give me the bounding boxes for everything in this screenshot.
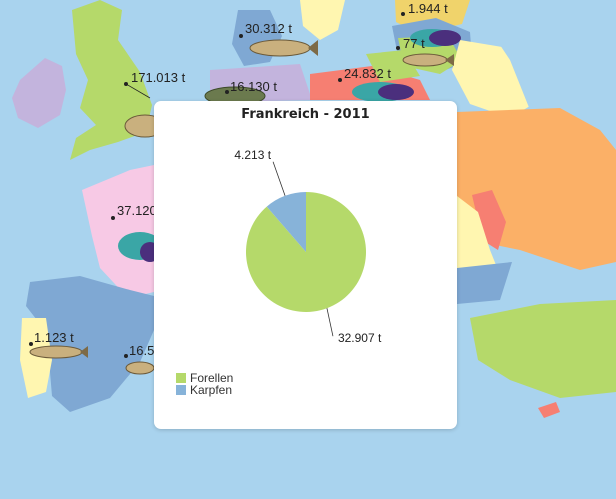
legend-swatch <box>176 385 186 395</box>
map-marker[interactable]: 1.944 t <box>401 1 448 16</box>
map-marker-label: 1.123 t <box>34 330 74 345</box>
legend-swatch <box>176 373 186 383</box>
fish-icon <box>29 345 88 359</box>
country-france[interactable] <box>82 165 154 298</box>
map-marker-label: 16.5 <box>129 343 154 358</box>
country-sweden[interactable] <box>300 0 345 40</box>
country-romania[interactable] <box>457 196 498 270</box>
pie-slice-karpfen[interactable] <box>266 192 306 252</box>
map-marker[interactable]: 16.5 <box>124 343 154 358</box>
country-russia[interactable] <box>470 0 616 150</box>
map-marker-label: 30.312 t <box>245 21 292 36</box>
map-marker[interactable]: 1.123 t <box>29 330 74 346</box>
popup-title: Frankreich - 2011 <box>241 107 370 122</box>
pie-chart: 32.907 t 4.213 t <box>234 148 382 345</box>
map-marker[interactable]: 77 t <box>396 36 425 51</box>
country-ireland[interactable] <box>12 58 66 128</box>
country-turkey[interactable] <box>470 300 616 398</box>
map-marker[interactable]: 30.312 t <box>239 21 292 38</box>
fish-icon <box>249 39 318 57</box>
pie-data-label: 32.907 t <box>338 331 382 345</box>
pie-leader-line <box>272 161 286 196</box>
country-cyprus[interactable] <box>538 402 560 418</box>
map-marker-label: 16.130 t <box>230 79 277 94</box>
fish-icon <box>402 53 454 67</box>
map-marker[interactable]: 171.013 t <box>124 70 186 99</box>
pie-leader-line <box>326 308 334 337</box>
map-marker-label: 171.013 t <box>131 70 186 85</box>
country-spain[interactable] <box>26 276 154 412</box>
chart-legend: Forellen Karpfen <box>176 371 234 397</box>
fish-icon <box>352 82 414 102</box>
country-portugal[interactable] <box>20 318 52 398</box>
country-popup: Frankreich - 2011 32.907 t 4.213 t Forell… <box>154 101 457 429</box>
legend-item-forellen: Forellen <box>176 371 234 385</box>
map-marker[interactable]: 16.130 t <box>225 79 277 94</box>
map-marker-label: 37.120 t <box>117 203 164 218</box>
country-moldova[interactable] <box>472 190 506 250</box>
country-bulgaria[interactable] <box>457 262 512 304</box>
map-marker-label: 77 t <box>403 36 425 51</box>
legend-item-karpfen: Karpfen <box>176 383 233 397</box>
map-marker[interactable]: 24.832 t <box>338 66 391 82</box>
legend-label: Forellen <box>190 371 234 385</box>
fish-icon <box>125 361 155 375</box>
pie-data-label: 4.213 t <box>234 148 271 162</box>
map-marker-label: 1.944 t <box>408 1 448 16</box>
legend-label: Karpfen <box>190 383 233 397</box>
map-marker-label: 24.832 t <box>344 66 391 81</box>
map-marker[interactable]: 37.120 t <box>111 203 164 220</box>
fish-icon <box>410 29 461 47</box>
